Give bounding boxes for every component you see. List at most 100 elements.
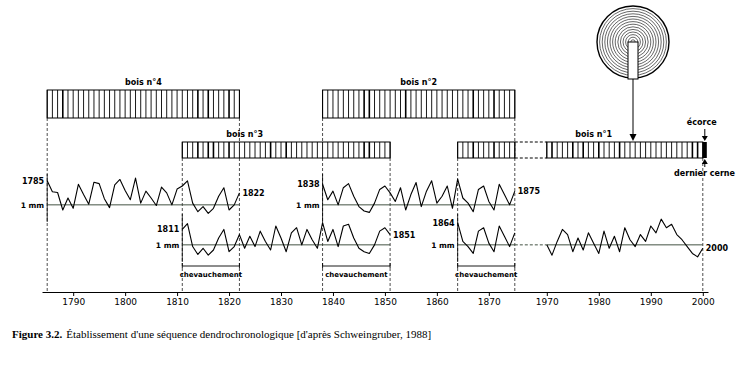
x-tick-mark [651,292,652,296]
x-tick: 1790 [62,292,85,307]
tree-ring-line [317,142,318,158]
tree-ring-line [572,142,574,158]
tree-ring-line [447,90,448,118]
tree-ring-line [630,142,631,158]
tree-ring-line [156,90,157,118]
tree-ring-line [218,142,219,158]
end-year-label: 1875 [518,187,541,196]
tree-ring-line [255,142,256,158]
y-tick-label: 1 mm [296,201,320,210]
tree-ring-line [676,142,677,158]
connectors [47,118,703,292]
start-year-label: 1811 [157,225,180,234]
curve-row [182,223,390,256]
tree-ring-line [384,142,385,158]
x-tick-mark [177,292,178,296]
tree-ring-line [472,142,474,158]
tree-ring-line [567,142,568,158]
tree-ring-line [260,142,261,158]
chart-container: bois n°4bois n°3bois n°2bois n°11 mm1 mm… [0,0,738,367]
tree-ring-line [52,90,53,118]
ring-width-line [458,219,703,257]
wood-piece [458,142,515,158]
tree-ring-line [483,90,484,118]
tree-ring-line [483,142,484,158]
tree-ring-line [327,90,328,118]
tree-ring-line [228,90,230,118]
tree-ring-line [249,142,250,158]
tree-ring-line [343,142,344,158]
x-tick-label: 1830 [270,297,293,307]
tree-ring-line [171,90,172,118]
tree-ring-line [182,90,183,118]
y-axis-line [182,214,183,262]
tree-ring-line [390,90,391,118]
tree-ring-line [478,90,479,118]
baseline [323,204,515,205]
tree-ring-line [416,90,417,118]
tree-ring-line [62,90,64,118]
tree-ring-line [234,142,235,158]
figure-title: Établissement d'une séquence dendrochron… [66,328,431,340]
tree-ring-line [306,142,307,158]
curve-row [47,178,239,213]
tree-ring-line [499,142,500,158]
x-tick-mark [599,292,600,296]
tree-ring-line [182,142,183,158]
tree-ring-line [203,90,204,118]
tree-ring-line [322,142,323,158]
x-tick-label: 1820 [218,297,241,307]
tree-ring-line [338,90,339,118]
tree-ring-line [452,90,453,118]
bark-arrow-line [704,129,705,137]
tree-ring-line [223,142,224,158]
tree-ring-line [207,90,209,118]
baseline-gap [515,244,547,245]
tree-ring-line [493,142,495,158]
x-tick: 1820 [218,292,241,307]
tree-ring-line [650,142,651,158]
y-tick-label: 1 mm [21,201,45,210]
x-tick: 1840 [322,292,345,307]
tree-ring-line [213,142,215,158]
x-tick: 1860 [426,292,449,307]
tree-ring-line [514,142,515,158]
tree-ring-line [431,90,432,118]
tree-ring-line [88,90,89,118]
tree-ring-line [130,90,131,118]
tree-ring-line [218,90,219,118]
tree-ring-line [93,90,94,118]
tree-ring-line [166,90,167,118]
last-ring-label: dernier cerne [674,169,736,178]
tree-ring-line [296,142,297,158]
x-tick-mark [547,292,548,296]
tree-ring-line [421,90,422,118]
tree-ring-line [312,142,313,158]
connector-line [702,158,703,292]
tree-ring-line [400,90,401,118]
tree-ring-line [697,142,699,158]
tree-ring-line [379,142,380,158]
tree-ring-line [348,142,349,158]
tree-ring-line [203,142,204,158]
x-axis: 1790180018101820183018401850186018701970… [43,292,716,307]
tree-ring-line [666,142,667,158]
tree-ring-line [353,142,354,158]
tree-ring-line [472,90,474,118]
tree-ring-line [207,142,209,158]
tree-ring-line [234,90,235,118]
x-tick-mark [437,292,438,296]
tree-ring-line [551,142,553,158]
tree-ring-line [656,142,657,158]
tree-ring-line [562,142,563,158]
overlap-label: chevauchement [455,271,518,279]
annotations: écorcedernier cerne [674,117,736,178]
tree-ring-line [358,90,359,118]
tree-ring-line [145,90,146,118]
x-tick-mark [703,292,704,296]
y-axis-line [457,214,458,262]
tree-ring [597,6,669,78]
tree-ring-line [609,142,610,158]
x-tick: 1980 [588,292,611,307]
x-tick-label: 1800 [114,297,137,307]
